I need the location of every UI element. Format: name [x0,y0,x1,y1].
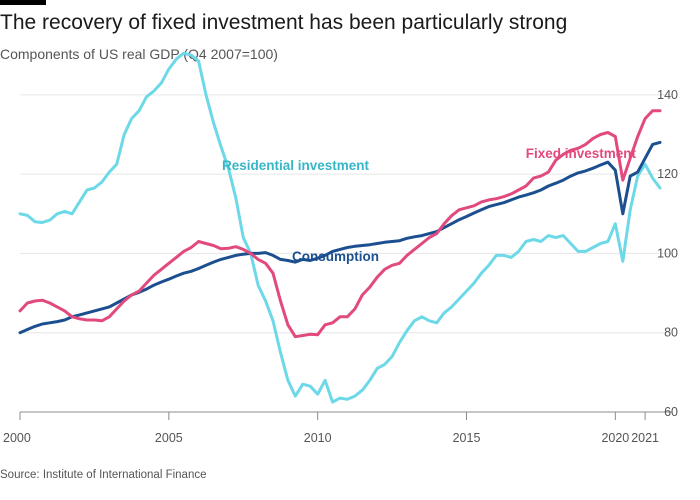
y-tick-label: 60 [664,405,678,419]
y-tick-label: 140 [657,88,678,102]
x-tick-label: 2010 [304,431,332,445]
line-chart: 2000 2005 2010 2015 2020 2021 60 80 100 120 140 R… [3,51,678,445]
top-rule [0,0,46,5]
series-line-residential-investment [18,51,662,404]
x-tick-label: 2021 [631,431,659,445]
y-tick-label: 100 [657,246,678,260]
y-axis: 60 80 100 120 140 [657,88,678,419]
chart-subtitle: Components of US real GDP (Q4 2007=100) [0,46,278,62]
series-line-fixed-investment [18,109,662,339]
x-tick-label: 2015 [453,431,481,445]
series-lines [18,51,662,404]
series-annotations: Residential investment Consumption Fixed i… [222,146,637,264]
x-tick-label: 2020 [601,431,629,445]
y-tick-label: 120 [657,167,678,181]
y-tick-label: 80 [664,326,678,340]
chart-title: The recovery of fixed investment has bee… [0,11,568,34]
source-note: Source: Institute of International Finan… [0,469,207,481]
annotation-residential-investment: Residential investment [222,158,370,173]
annotation-consumption: Consumption [292,249,379,264]
x-axis: 2000 2005 2010 2015 2020 2021 [3,412,659,445]
x-tick-label: 2005 [155,431,183,445]
x-tick-label: 2000 [3,431,31,445]
gridlines [20,94,672,413]
annotation-fixed-investment: Fixed investment [526,146,637,161]
